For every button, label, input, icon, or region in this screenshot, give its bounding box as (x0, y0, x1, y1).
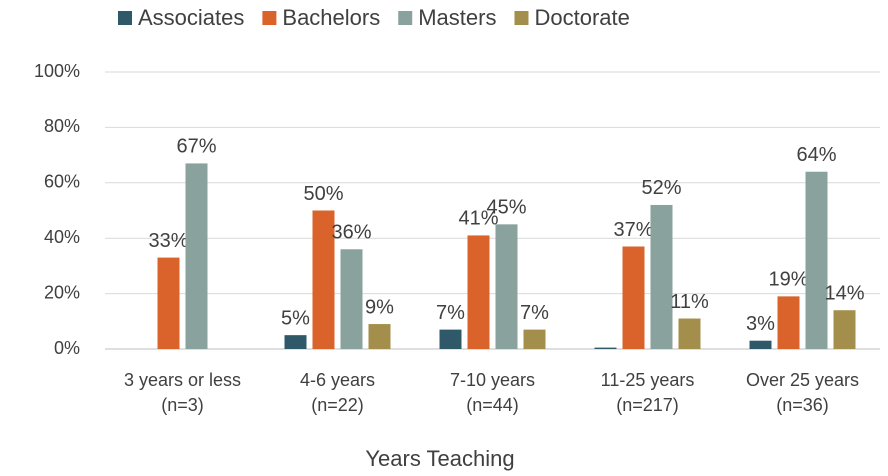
bar (467, 235, 490, 349)
x-tick-label: 3 years or less (123, 370, 242, 390)
y-tick-label: 80% (44, 116, 80, 136)
x-tick-group: 3 years or less (n=3) (105, 369, 260, 416)
y-tick-label: 40% (44, 227, 80, 247)
bar (749, 340, 772, 349)
legend-label: Associates (138, 5, 244, 30)
data-label: 36% (331, 222, 371, 244)
bar (439, 329, 462, 349)
bar (650, 204, 673, 349)
category-note: (n=22) (311, 395, 364, 415)
data-label: 45% (486, 197, 526, 219)
legend-label: Doctorate (534, 5, 629, 30)
legend-label: Bachelors (282, 5, 380, 30)
bar (340, 249, 363, 349)
data-label: 7% (436, 302, 465, 324)
x-tick-label: 7-10 years (449, 370, 536, 390)
bar (523, 329, 546, 349)
x-tick-wrap: Over 25 years (n=36) (725, 369, 880, 416)
data-label: 3% (746, 313, 775, 335)
data-label: 37% (613, 219, 653, 241)
data-label: 11% (670, 291, 709, 313)
x-tick-group: 4-6 years (n=22) (260, 369, 415, 416)
bar (495, 224, 518, 349)
x-tick-label: 11-25 years (600, 370, 695, 390)
x-tick-wrap: 3 years or less (n=3) (105, 369, 260, 416)
y-tick-label: 0% (54, 338, 80, 358)
legend-swatch (398, 11, 413, 25)
data-label: 41% (458, 208, 498, 230)
data-label: 33% (148, 230, 188, 252)
legend-swatch (118, 11, 132, 25)
bar (678, 318, 701, 349)
bar (833, 310, 856, 349)
x-tick-wrap: 11-25 years (n=217) (570, 369, 725, 416)
legend-label: Masters (418, 5, 496, 30)
data-label: 5% (281, 307, 310, 329)
bar (284, 335, 307, 349)
data-label: 7% (520, 302, 549, 324)
data-label: 50% (303, 183, 343, 205)
y-tick-label: 60% (44, 172, 80, 192)
x-tick-group: 7-10 years (n=44) (415, 369, 570, 416)
data-label: 52% (641, 177, 681, 199)
data-label: 14% (824, 283, 864, 305)
data-label: 67% (176, 136, 216, 158)
x-axis-title: Years Teaching (365, 446, 514, 471)
legend-swatch (514, 11, 529, 25)
x-tick-wrap: 4-6 years (n=22) (260, 369, 415, 416)
category-note: (n=3) (161, 395, 204, 415)
category-note: (n=44) (466, 395, 519, 415)
legend-swatch (262, 11, 277, 25)
bar (368, 324, 391, 349)
y-tick-label: 20% (44, 282, 80, 302)
data-label: 9% (365, 296, 394, 318)
x-tick-group: 11-25 years (n=217) (570, 369, 725, 416)
bar (185, 163, 208, 349)
y-tick-label: 100% (34, 61, 80, 81)
x-tick-label: Over 25 years (745, 370, 860, 390)
data-label: 64% (796, 144, 836, 166)
bar (594, 347, 617, 349)
data-label: 19% (768, 269, 808, 291)
bar (805, 171, 828, 349)
bar (622, 246, 645, 349)
x-tick-label: 4-6 years (299, 370, 376, 390)
bar (312, 210, 335, 349)
bar (157, 257, 180, 349)
x-tick-group: Over 25 years (n=36) (725, 369, 880, 416)
category-note: (n=217) (616, 395, 679, 415)
x-tick-wrap: 7-10 years (n=44) (415, 369, 570, 416)
category-note: (n=36) (776, 395, 829, 415)
bar (777, 296, 800, 349)
